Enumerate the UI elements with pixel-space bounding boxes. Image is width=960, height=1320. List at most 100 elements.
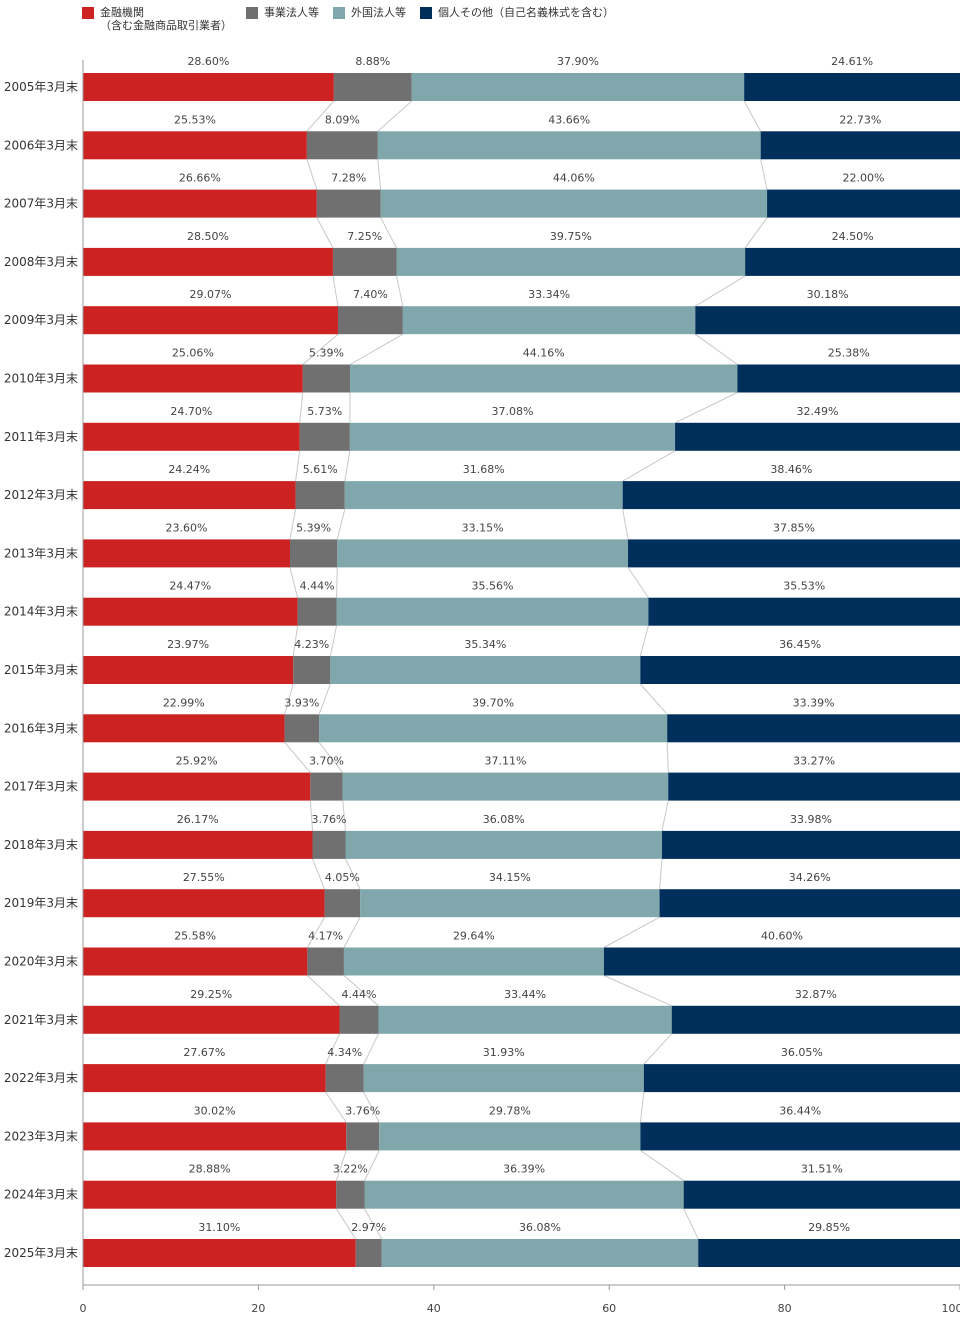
bar-segment (83, 773, 310, 801)
data-label: 7.28% (331, 172, 366, 185)
data-label: 4.05% (325, 871, 360, 884)
bar-segment (83, 598, 298, 626)
bar-segment (379, 1122, 640, 1150)
data-label: 24.47% (169, 580, 211, 593)
category-label: 2022年3月末 (4, 1071, 78, 1085)
bar-segment (83, 714, 285, 742)
bar-segment (307, 948, 344, 976)
x-tick-label: 40 (427, 1302, 441, 1315)
x-tick-label: 60 (602, 1302, 616, 1315)
data-label: 29.07% (190, 288, 232, 301)
data-label: 4.44% (342, 988, 377, 1001)
data-label: 37.90% (557, 55, 599, 68)
data-label: 5.73% (307, 405, 342, 418)
data-label: 23.60% (166, 521, 208, 534)
bar-segment (662, 831, 960, 859)
bar-segment (325, 889, 361, 917)
bar-segment (604, 948, 960, 976)
connector-line (319, 684, 330, 714)
bar-segment (303, 365, 350, 393)
bar-segment (668, 773, 960, 801)
data-label: 27.55% (183, 871, 225, 884)
connector-line (667, 742, 668, 772)
bar-segment (313, 831, 346, 859)
data-label: 36.05% (781, 1046, 823, 1059)
bar-row: 2018年3月末 26.17% 3.76% 36.08% 33.98% (4, 813, 960, 859)
bar-segment (336, 1181, 364, 1209)
category-label: 2007年3月末 (4, 197, 78, 211)
data-label: 36.08% (519, 1221, 561, 1234)
connector-line (662, 801, 668, 831)
bar-segment (346, 831, 662, 859)
bar-segment (83, 831, 313, 859)
data-label: 36.08% (483, 813, 525, 826)
data-label: 35.53% (783, 580, 825, 593)
x-tick-label: 80 (778, 1302, 792, 1315)
data-label: 26.17% (177, 813, 219, 826)
bar-row: 2010年3月末 25.06% 5.39% 44.16% 25.38% (4, 347, 960, 393)
bar-segment (290, 539, 337, 567)
bar-segment (296, 481, 345, 509)
bar-segment (83, 248, 333, 276)
connector-line (330, 626, 336, 656)
data-label: 22.00% (843, 172, 885, 185)
connector-line (695, 334, 737, 364)
bar-segment (83, 190, 317, 218)
data-label: 39.70% (472, 696, 514, 709)
category-label: 2014年3月末 (4, 605, 78, 619)
category-label: 2010年3月末 (4, 372, 78, 386)
data-label: 3.93% (284, 696, 319, 709)
data-label: 29.78% (489, 1104, 531, 1117)
data-label: 25.38% (828, 347, 870, 360)
connector-line (675, 393, 737, 423)
category-label: 2023年3月末 (4, 1129, 78, 1143)
connector-line (744, 101, 761, 131)
category-label: 2020年3月末 (4, 955, 78, 969)
data-label: 25.58% (174, 930, 216, 943)
connector-line (397, 276, 403, 306)
bar-segment (83, 948, 307, 976)
data-label: 5.39% (309, 347, 344, 360)
connector-line (317, 218, 333, 248)
bar-row: 2012年3月末24.24% 5.61% 31.68% 38.46% (4, 463, 960, 509)
bar-segment (83, 481, 296, 509)
category-label: 2011年3月末 (4, 430, 78, 444)
category-label: 2016年3月末 (4, 721, 78, 735)
data-label: 31.51% (801, 1163, 843, 1176)
bar-segment (83, 1064, 326, 1092)
category-label: 2025年3月末 (4, 1246, 78, 1260)
category-label: 2006年3月末 (4, 138, 78, 152)
data-label: 34.15% (489, 871, 531, 884)
connector-line (326, 1092, 347, 1122)
data-label: 31.93% (483, 1046, 525, 1059)
connector-line (313, 859, 325, 889)
bar-segment (83, 73, 334, 101)
bar-segment (644, 1064, 960, 1092)
connector-line (300, 393, 303, 423)
bar-segment (695, 306, 960, 334)
data-label: 44.06% (553, 172, 595, 185)
bar-segment (356, 1239, 382, 1267)
bar-segment (345, 481, 623, 509)
data-label: 25.06% (172, 347, 214, 360)
connector-line (296, 451, 300, 481)
connector-line (290, 509, 296, 539)
category-label: 2008年3月末 (4, 255, 78, 269)
data-label: 37.08% (491, 405, 533, 418)
data-label: 24.24% (168, 463, 210, 476)
bar-segment (628, 539, 960, 567)
data-label: 28.60% (187, 55, 229, 68)
data-label: 44.16% (523, 347, 565, 360)
connector-line (623, 451, 675, 481)
data-label: 38.46% (770, 463, 812, 476)
connector-line (350, 334, 403, 364)
category-label: 2018年3月末 (4, 838, 78, 852)
bar-segment (660, 889, 960, 917)
data-label: 28.50% (187, 230, 229, 243)
data-label: 24.70% (170, 405, 212, 418)
bar-segment (350, 365, 737, 393)
connector-line (344, 917, 360, 947)
data-label: 22.73% (839, 113, 881, 126)
bar-segment (672, 1006, 960, 1034)
connector-line (761, 159, 767, 189)
